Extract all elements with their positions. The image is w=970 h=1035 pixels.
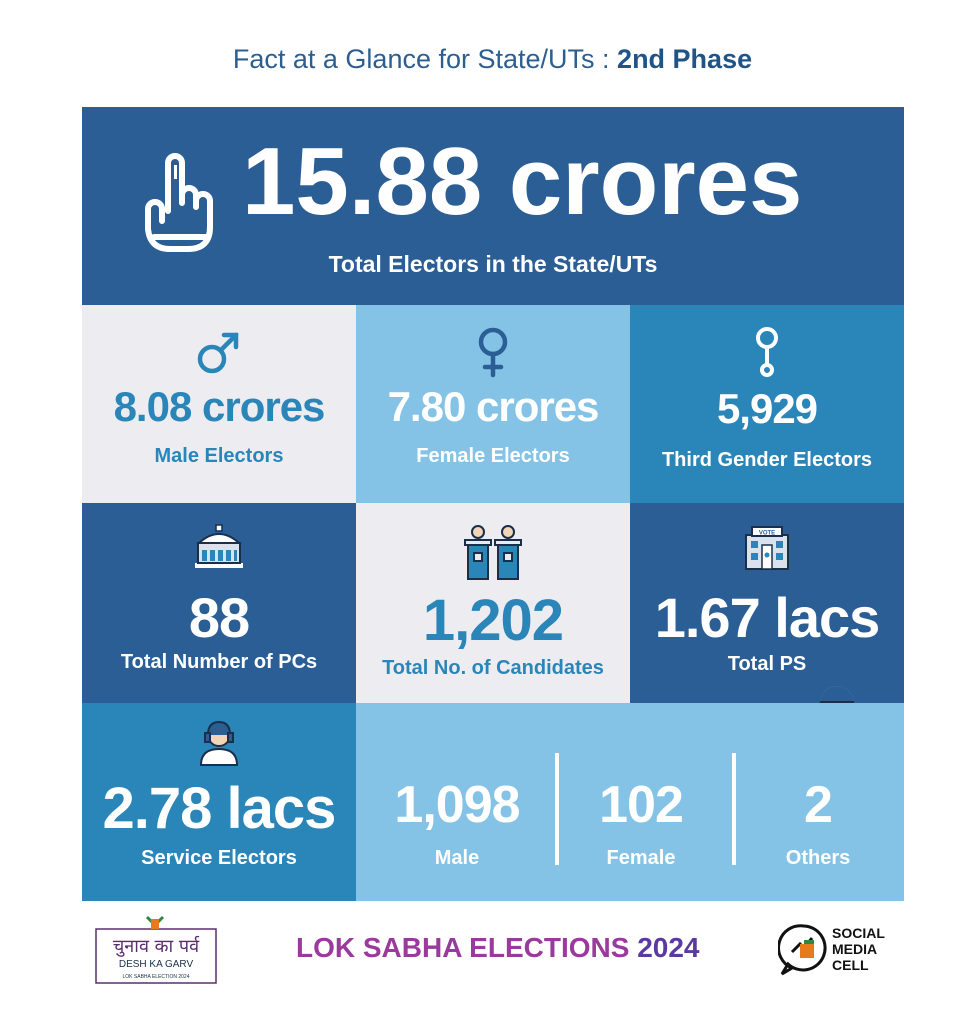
service-electors-label: Service Electors <box>141 847 297 869</box>
title-prefix: Fact at a Glance for State/UTs : <box>232 44 618 74</box>
female-electors-card: 7.80 crores Female Electors <box>356 305 630 503</box>
total-pcs-card: 88 Total Number of PCs <box>82 503 356 703</box>
svg-text:VOTE: VOTE <box>759 531 775 537</box>
service-electors-card: 2.78 lacs Service Electors <box>82 703 356 901</box>
third-gender-electors-label: Third Gender Electors <box>661 449 873 471</box>
parliament-building-icon <box>195 524 243 568</box>
candidates-male-value: 1,098 <box>394 776 520 834</box>
female-symbol-icon <box>478 327 508 378</box>
total-pcs-label: Total Number of PCs <box>120 651 318 673</box>
logo-cell-text: CELL <box>832 957 869 973</box>
total-candidates-label: Total No. of Candidates <box>382 657 604 679</box>
total-ps-value: 1.67 lacs <box>654 586 881 649</box>
logo-media-text: MEDIA <box>832 941 877 957</box>
total-ps-card: VOTE 1.67 lacs Total PS <box>630 503 904 720</box>
footer-title: LOK SABHA ELECTIONS 2024 <box>296 932 700 964</box>
logo-line2-text: DESH KA GARV <box>119 959 194 970</box>
footer-title-year: 2024 <box>637 932 700 963</box>
total-electors-panel: 15.88 crores Total Electors in the State… <box>82 107 904 305</box>
male-electors-card: 8.08 crores Male Electors <box>82 305 356 503</box>
third-gender-electors-card: 5,929 Third Gender Electors <box>630 305 904 503</box>
female-electors-label: Female Electors <box>416 445 570 467</box>
candidates-male-label: Male <box>434 847 480 869</box>
service-person-icon <box>199 720 239 766</box>
split-divider <box>732 753 736 865</box>
total-candidates-value: 1,202 <box>422 588 564 653</box>
male-electors-label: Male Electors <box>154 445 284 467</box>
logo-line3-text: LOK SABHA ELECTION 2024 <box>123 974 190 980</box>
total-electors-label: Total Electors in the State/UTs <box>328 251 658 277</box>
third-gender-electors-value: 5,929 <box>716 385 818 432</box>
candidates-others-label: Others <box>785 847 851 869</box>
candidates-female-value: 102 <box>599 776 684 834</box>
page-title: Fact at a Glance for State/UTs : 2nd Pha… <box>0 44 970 75</box>
candidates-male: 1,098 Male <box>366 703 548 901</box>
total-ps-label: Total PS <box>727 653 807 675</box>
footer-title-main: LOK SABHA ELECTIONS <box>296 932 638 963</box>
election-logo-graphic: चुनाव का पर्व DESH KA GARV LOK SABHA ELE… <box>95 915 217 984</box>
logo-hindi-text: चुनाव का पर्व <box>113 935 200 957</box>
total-pcs-value: 88 <box>188 586 250 649</box>
social-media-cell-graphic: SOCIAL MEDIA CELL <box>777 924 885 976</box>
candidates-female-label: Female <box>606 847 676 869</box>
service-electors-value: 2.78 lacs <box>102 776 337 841</box>
male-electors-value: 8.08 crores <box>113 383 326 430</box>
title-phase: 2nd Phase <box>617 44 753 74</box>
social-media-cell-logo: SOCIAL MEDIA CELL <box>777 922 898 978</box>
logo-social-text: SOCIAL <box>832 925 885 941</box>
total-electors-value: 15.88 crores <box>242 128 803 235</box>
candidates-podium-icon <box>464 525 522 580</box>
candidates-others-value: 2 <box>804 776 833 834</box>
polling-station-icon: VOTE <box>745 526 789 570</box>
candidates-others: 2 Others <box>727 703 909 901</box>
split-divider <box>555 753 559 865</box>
third-gender-symbol-icon <box>756 327 778 377</box>
candidates-female: 102 Female <box>550 703 732 901</box>
total-candidates-card: 1,202 Total No. of Candidates <box>356 503 630 703</box>
voting-finger-icon <box>145 153 213 252</box>
chunav-ka-parv-logo: चुनाव का पर्व DESH KA GARV LOK SABHA ELE… <box>95 915 217 985</box>
male-symbol-icon <box>197 332 239 374</box>
candidate-gender-split: 1,098 Male 102 Female 2 Others <box>356 703 904 901</box>
female-electors-value: 7.80 crores <box>387 383 600 430</box>
